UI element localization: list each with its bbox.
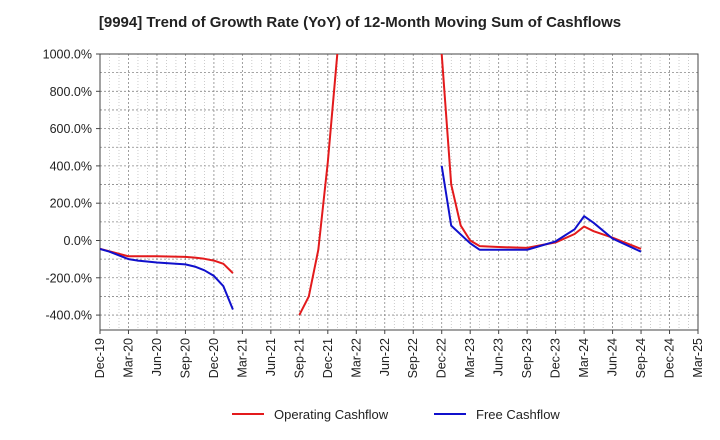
x-tick-label: Jun-22 bbox=[378, 338, 392, 376]
series-line bbox=[440, 54, 642, 250]
x-tick-label: Dec-24 bbox=[663, 338, 677, 378]
legend-label: Operating Cashflow bbox=[274, 407, 389, 422]
y-tick-label: 600.0% bbox=[50, 122, 92, 136]
y-tick-label: 0.0% bbox=[64, 234, 93, 248]
chart-title: [9994] Trend of Growth Rate (YoY) of 12-… bbox=[98, 14, 622, 31]
x-tick-label: Jun-20 bbox=[150, 338, 164, 376]
series-line bbox=[100, 247, 234, 310]
x-tick-label: Dec-22 bbox=[435, 338, 449, 378]
x-tick-label: Dec-21 bbox=[321, 338, 335, 378]
x-tick-label: Dec-20 bbox=[207, 338, 221, 378]
x-tick-label: Sep-22 bbox=[406, 338, 420, 378]
series-line bbox=[440, 165, 642, 253]
x-tick-label: Jun-24 bbox=[606, 338, 620, 376]
x-tick-label: Mar-21 bbox=[235, 338, 249, 378]
x-tick-label: Mar-22 bbox=[349, 338, 363, 378]
y-tick-label: 400.0% bbox=[50, 159, 92, 173]
x-tick-label: Sep-24 bbox=[634, 338, 648, 378]
series-line bbox=[298, 54, 339, 316]
y-tick-label: 800.0% bbox=[50, 85, 92, 99]
y-tick-label: 200.0% bbox=[50, 197, 92, 211]
x-tick-label: Mar-25 bbox=[691, 338, 705, 378]
plot-border bbox=[99, 53, 699, 331]
x-tick-label: Mar-20 bbox=[121, 338, 135, 378]
x-tick-label: Mar-23 bbox=[463, 338, 477, 378]
x-axis: Dec-19 Mar-20 Jun-20 Sep-20 Dec-20 Mar-21 Jun-… bbox=[93, 330, 705, 378]
y-tick-label: -400.0% bbox=[45, 309, 92, 323]
series-layer bbox=[100, 54, 642, 316]
series-line bbox=[100, 247, 234, 274]
grid-layer bbox=[100, 54, 698, 330]
legend: Operating Cashflow Free Cashflow bbox=[232, 407, 560, 422]
x-tick-label: Sep-23 bbox=[520, 338, 534, 378]
legend-label: Free Cashflow bbox=[476, 407, 560, 422]
x-tick-label: Mar-24 bbox=[577, 338, 591, 378]
x-tick-label: Dec-23 bbox=[549, 338, 563, 378]
x-tick-label: Jun-21 bbox=[264, 338, 278, 376]
y-axis: 1000.0% 800.0% 600.0% 400.0% 200.0% 0.0% -200.… bbox=[43, 48, 100, 323]
y-tick-label: 1000.0% bbox=[43, 48, 92, 62]
x-tick-label: Sep-20 bbox=[178, 338, 192, 378]
x-tick-label: Sep-21 bbox=[292, 338, 306, 378]
y-tick-label: -200.0% bbox=[45, 271, 92, 285]
x-tick-label: Jun-23 bbox=[492, 338, 506, 376]
x-tick-label: Dec-19 bbox=[93, 338, 107, 378]
